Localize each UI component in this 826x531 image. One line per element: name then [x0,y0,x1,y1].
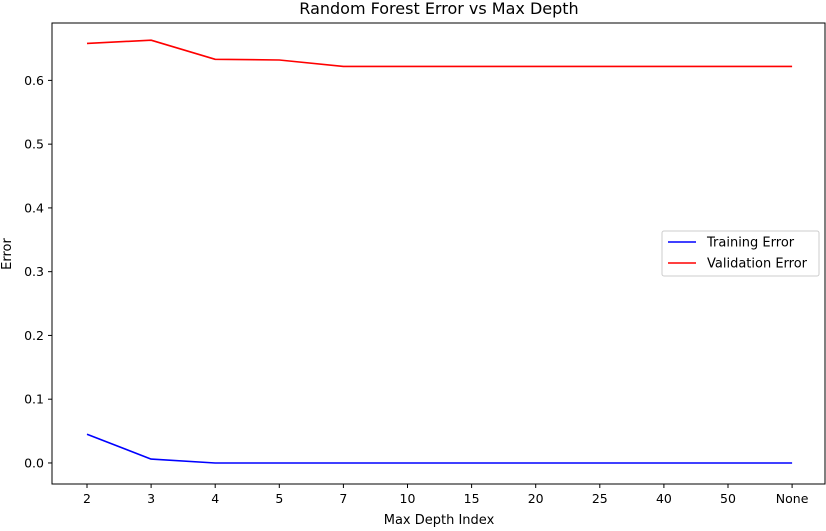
chart-title: Random Forest Error vs Max Depth [299,0,578,18]
legend: Training Error Validation Error [661,230,820,277]
x-tick-label: None [776,491,809,506]
plot-area [51,22,826,485]
x-axis-title: Max Depth Index [384,513,495,527]
x-tick-label: 4 [211,491,219,506]
y-tick-label: 0.5 [24,137,44,152]
y-tick-label: 0.4 [24,200,44,215]
x-axis: 2 3 4 5 7 10 15 20 25 40 50 None [83,484,809,506]
x-tick-label: 5 [275,491,283,506]
x-tick-label: 50 [720,491,736,506]
series-line-training-error [86,433,793,464]
plot-frame [51,22,826,485]
legend-label: Validation Error [707,257,808,272]
legend-box [661,230,820,277]
x-tick-label: 15 [464,491,480,506]
x-tick-label: 10 [400,491,416,506]
x-tick-label: 25 [592,491,608,506]
x-tick-label: 2 [83,491,91,506]
y-tick-label: 0.6 [24,73,44,88]
x-tick-label: 7 [339,491,347,506]
y-tick-label: 0.1 [24,392,44,407]
y-axis: 0.0 0.1 0.2 0.3 0.4 0.5 0.6 [24,73,52,470]
x-tick-label: 3 [147,491,155,506]
y-tick-label: 0.0 [24,455,44,470]
y-tick-label: 0.2 [24,328,44,343]
series-line-validation-error [86,39,793,68]
legend-label: Training Error [706,236,795,251]
x-tick-label: 20 [528,491,544,506]
x-tick-label: 40 [656,491,672,506]
series-lines [86,39,793,464]
y-tick-label: 0.3 [24,264,44,279]
y-axis-title: Error [0,238,15,270]
